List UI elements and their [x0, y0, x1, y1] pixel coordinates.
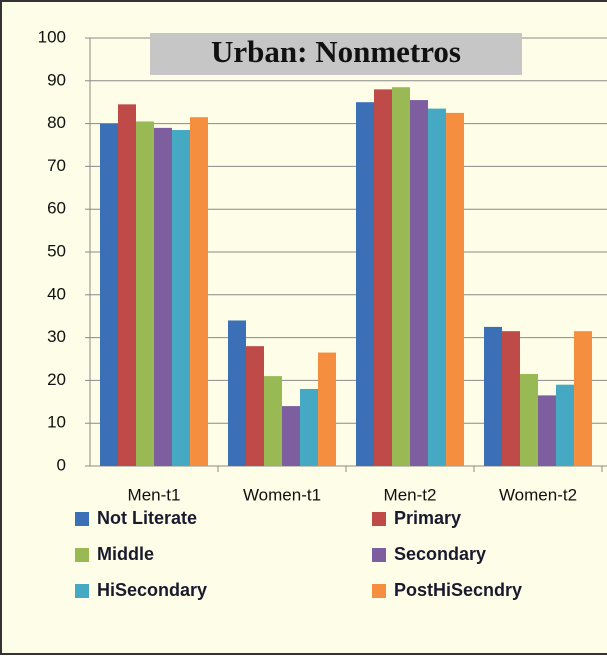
legend-swatch: [372, 548, 386, 562]
legend-label: Secondary: [394, 544, 486, 564]
y-tick-label: 50: [47, 241, 66, 260]
bar: [246, 346, 264, 466]
bar: [190, 117, 208, 467]
x-tick-label: Women-t2: [499, 485, 577, 504]
bar: [520, 373, 538, 466]
chart-title: Urban: Nonmetros: [211, 34, 461, 69]
legend-label: Primary: [394, 508, 461, 528]
bar: [502, 331, 520, 466]
legend-swatch: [75, 548, 89, 562]
legend-swatch: [75, 512, 89, 526]
bar: [318, 352, 336, 466]
legend-label: Not Literate: [97, 508, 197, 528]
legend-label: PostHiSecndry: [394, 580, 522, 600]
bar: [228, 320, 246, 466]
y-tick-label: 0: [57, 455, 66, 474]
y-tick-label: 60: [47, 199, 66, 218]
bar: [392, 87, 410, 466]
legend-swatch: [372, 512, 386, 526]
legend-label: Middle: [97, 544, 154, 564]
legend-swatch: [372, 584, 386, 598]
bar: [538, 395, 556, 466]
x-tick-label: Women-t1: [243, 485, 321, 504]
x-tick-label: Men-t2: [384, 485, 437, 504]
bar: [300, 388, 318, 466]
bar: [172, 130, 190, 466]
bar: [428, 108, 446, 467]
legend-swatch: [75, 584, 89, 598]
y-tick-label: 70: [47, 156, 66, 175]
bar: [154, 127, 172, 466]
title-box: [150, 33, 522, 75]
bar: [446, 112, 464, 467]
bar: [410, 100, 428, 466]
bar: [136, 121, 154, 467]
bar: [264, 376, 282, 466]
y-tick-label: 40: [47, 284, 66, 303]
y-tick-label: 100: [38, 27, 66, 46]
y-tick-label: 10: [47, 413, 66, 432]
bar: [118, 104, 136, 466]
bar: [374, 89, 392, 467]
bar: [356, 102, 374, 466]
y-tick-label: 20: [47, 370, 66, 389]
legend-label: HiSecondary: [97, 580, 207, 600]
y-tick-label: 80: [47, 113, 66, 132]
bar: [282, 406, 300, 466]
bar: [484, 326, 502, 466]
bar: [574, 331, 592, 466]
x-tick-label: Men-t1: [128, 485, 181, 504]
y-tick-label: 90: [47, 70, 66, 89]
y-tick-label: 30: [47, 327, 66, 346]
bar: [556, 384, 574, 466]
bar: [100, 123, 118, 466]
